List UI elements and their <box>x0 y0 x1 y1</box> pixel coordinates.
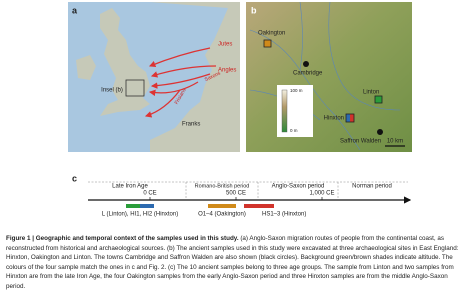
altitude-label: 0 m <box>290 128 298 133</box>
site-label: Cambridge <box>293 71 323 77</box>
britain <box>100 8 150 116</box>
site-linton <box>374 95 383 104</box>
site-hinxton-hi <box>346 114 350 122</box>
ireland <box>76 55 96 80</box>
tick-label: 0 CE <box>143 191 156 197</box>
site-hinxton-hs <box>350 114 354 122</box>
route <box>150 65 217 78</box>
caption-text: (a) Anglo-Saxon migration routes of peop… <box>6 235 459 290</box>
panel-b: b Oakington Cambridge Linton Hinxton Saf… <box>246 1 412 152</box>
sample-label: HS1–3 (Hinxton) <box>262 212 306 218</box>
caption-title: Figure 1 | Geographic and temporal conte… <box>6 235 239 242</box>
panel-label: a <box>72 5 78 15</box>
rivers <box>249 1 401 151</box>
panel-c: c Late Iron Age Romano-British period An… <box>72 173 412 218</box>
site-label: Oakington <box>258 31 285 37</box>
town-marker <box>377 129 383 135</box>
panel-label: c <box>72 173 77 183</box>
scale-label: 10 km <box>387 139 403 145</box>
figure: a Jutes Angles Saxons Frisians Insel (b)… <box>68 1 412 218</box>
site-hinxton <box>345 113 355 123</box>
tribe-label: Angles <box>218 68 236 74</box>
sample-bar-hinxton-hs <box>244 204 274 208</box>
route <box>148 81 199 97</box>
site-label: Hinxton <box>324 116 344 122</box>
town-marker <box>303 61 309 67</box>
route <box>148 47 211 68</box>
altitude-label: 100 m <box>290 88 303 93</box>
altitude-colorbar <box>281 89 288 133</box>
tick-label: 500 CE <box>226 191 246 197</box>
site-oakington <box>263 39 272 48</box>
site-label: Saffron Walden <box>340 139 381 145</box>
tribe-label: Jutes <box>218 42 232 48</box>
sample-label: O1–4 (Oakington) <box>198 212 246 218</box>
route <box>144 89 181 118</box>
period-label: Anglo-Saxon period <box>272 184 325 190</box>
continent <box>150 2 240 152</box>
sample-bar-linton <box>126 204 140 208</box>
caption: Figure 1 | Geographic and temporal conte… <box>6 234 468 292</box>
panel-label: b <box>251 5 257 15</box>
sample-label: L (Linton), HI1, HI2 (Hinxton) <box>102 212 178 218</box>
route <box>150 73 211 89</box>
sample-bar-hinxton-hi <box>140 204 154 208</box>
panel-a: a Jutes Angles Saxons Frisians Insel (b)… <box>68 2 240 152</box>
period-label: Norman period <box>352 184 392 190</box>
period-label: Romano-British period <box>195 183 250 189</box>
inset-label: Insel (b) <box>101 88 123 94</box>
tick-label: 1,000 CE <box>309 191 334 197</box>
region-label: Franks <box>182 122 200 128</box>
period-label: Late Iron Age <box>112 184 148 190</box>
sample-bar-oakington <box>208 204 236 208</box>
inset-box <box>125 79 145 97</box>
site-label: Linton <box>363 90 379 96</box>
